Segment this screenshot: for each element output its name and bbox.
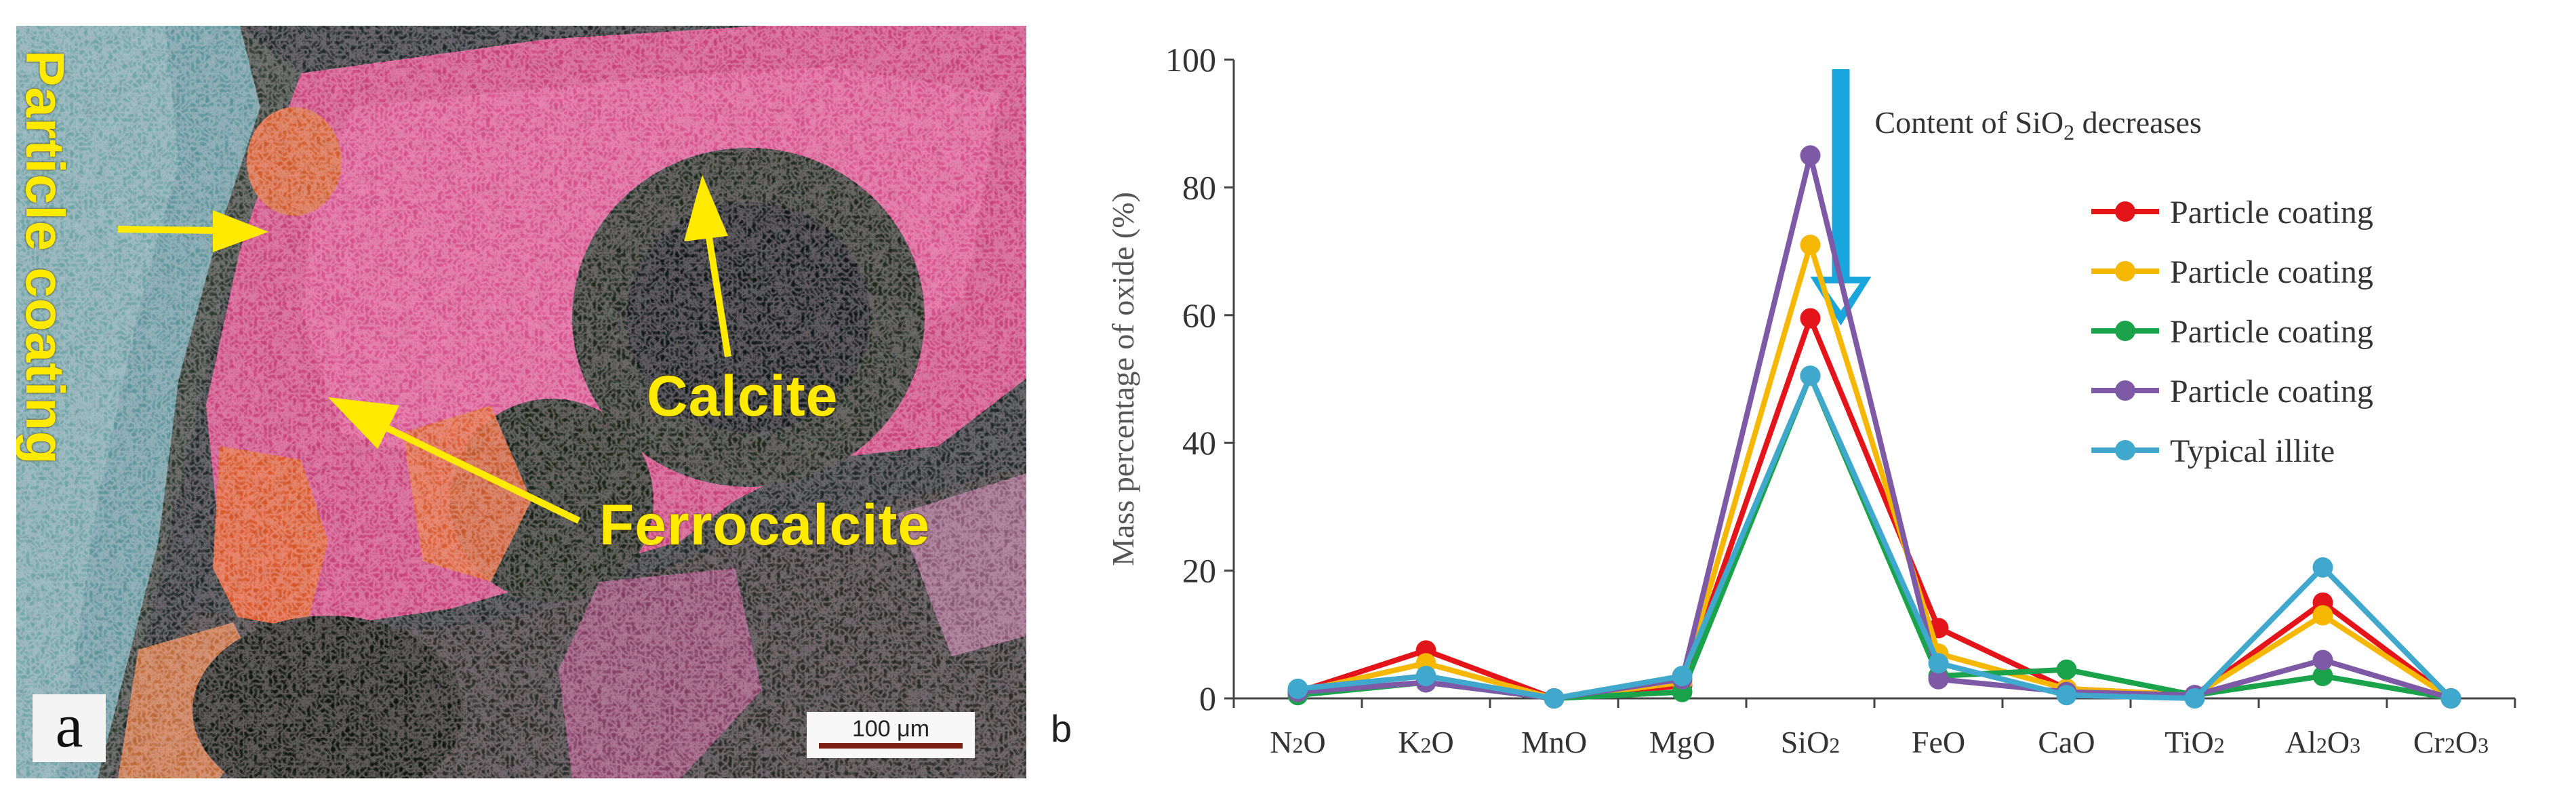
legend-swatch-marker [2115,321,2135,341]
oxide-chart-panel: 0 20 40 60 80 100 N2O K2O MnO MgO SiO2 FeO CaO TiO2 Al… [1037,0,2576,796]
sio2-annotation: Content of SiO2 decreases [1810,69,2202,325]
series-5 [1287,365,2461,709]
data-point [2312,605,2333,626]
annotation-arrow-shaft [1832,69,1850,277]
legend-label: Particle coating [2170,374,2373,410]
x-tick-label: TiO2 [2165,725,2224,759]
y-tick-label: 20 [1182,552,1216,590]
x-tick-label: Al2O3 [2285,725,2360,759]
calcite-label: Calcite [647,364,839,428]
series-line [1297,242,2453,701]
data-point [2440,688,2461,709]
x-tick-label: CaO [2038,725,2095,759]
legend-swatch-marker [2115,440,2135,460]
legend-label: Typical illite [2170,433,2335,469]
x-tick-label: K2O [1398,725,1453,759]
data-point [1800,145,1821,166]
data-point [1287,678,1308,699]
data-point [2312,557,2333,578]
micrograph-panel: Particle coating Calcite Ferrocalcite a … [16,26,1026,778]
annotation-text: Content of SiO2 decreases [1875,105,2202,144]
chart-legend: Particle coating Particle coating Particle… [2091,195,2373,469]
legend-label: Particle coating [2170,254,2373,290]
legend-item: Particle coating [2091,314,2373,350]
legend-swatch-marker [2115,261,2135,281]
x-tick-label: FeO [1912,725,1965,759]
x-tick-label: MnO [1521,725,1587,759]
data-point [2184,688,2205,709]
oxide-line-chart: 0 20 40 60 80 100 N2O K2O MnO MgO SiO2 FeO CaO TiO2 Al… [1106,41,2516,759]
series-line [1297,315,2453,701]
panel-letter-b: b [1051,707,1072,750]
scale-bar-line [819,743,963,749]
y-tick-label: 40 [1182,424,1216,462]
panel-letter-a: a [33,694,106,762]
legend-item: Typical illite [2091,433,2335,469]
data-point [2312,666,2333,687]
x-tick-label: MgO [1649,725,1715,759]
legend-label: Particle coating [2170,314,2373,350]
y-tick-label: 100 [1165,41,1216,79]
series-line [1297,153,2452,701]
legend-swatch-marker [2115,201,2135,222]
data-point [1800,365,1821,386]
legend-label: Particle coating [2170,195,2373,231]
annotation-arrow-notch [1822,283,1860,311]
x-tick-label: SiO2 [1781,725,1840,759]
data-point [2312,650,2333,671]
legend-item: Particle coating [2091,374,2373,410]
y-axis-title: Mass percentage of oxide (%) [1106,192,1140,566]
data-point [1415,666,1436,687]
data-point [1544,688,1565,709]
series-1 [1287,308,2461,709]
x-tick-label: Cr2O3 [2413,725,2489,759]
data-point [1800,235,1821,256]
chart-axes: 0 20 40 60 80 100 N2O K2O MnO MgO SiO2 FeO CaO TiO2 Al… [1106,41,2516,759]
legend-item: Particle coating [2091,195,2373,231]
scale-bar: 100 μm [807,712,975,758]
data-point [2056,659,2077,680]
data-point [2056,685,2077,706]
y-tick-label: 80 [1182,168,1216,206]
data-point [1800,308,1821,329]
scale-bar-label: 100 μm [851,716,930,742]
data-point [1928,653,1949,674]
particle-coating-label: Particle coating [16,50,75,465]
legend-swatch-marker [2115,380,2135,401]
micrograph-image [16,26,1026,778]
legend-item: Particle coating [2091,254,2373,290]
x-tick-label: N2O [1270,725,1325,759]
y-tick-label: 0 [1199,679,1216,717]
data-point [1672,666,1693,687]
ferrocalcite-label: Ferrocalcite [599,493,931,557]
series-lines [1287,145,2461,709]
series-line [1297,373,2453,701]
y-tick-label: 60 [1182,296,1216,334]
data-point [1928,669,1949,690]
